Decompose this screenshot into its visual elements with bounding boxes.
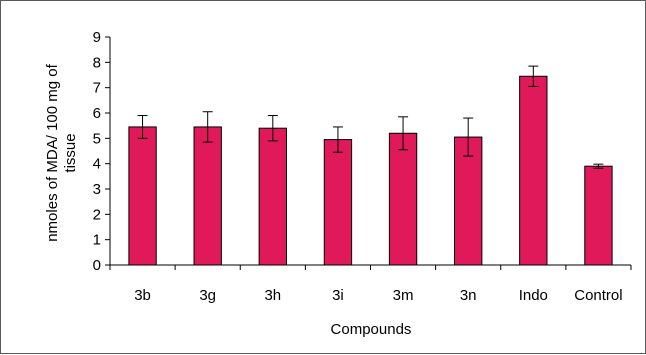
y-axis-title-line-2: tissue (62, 133, 79, 172)
x-tick-label-3i: 3i (332, 287, 344, 304)
y-tick-label: 6 (93, 105, 101, 122)
x-tick-label-3h: 3h (264, 287, 281, 304)
x-tick-label-Control: Control (574, 287, 622, 304)
y-tick-label: 1 (93, 232, 101, 249)
x-tick-label-3g: 3g (199, 287, 216, 304)
bar-Indo (519, 75, 548, 266)
x-tick-label-Indo: Indo (519, 287, 548, 304)
bar-3n (454, 136, 483, 266)
x-tick-label-3b: 3b (134, 287, 151, 304)
y-tick-label: 2 (93, 206, 101, 223)
bar-Control (584, 165, 613, 266)
x-axis-title: Compounds (331, 321, 412, 338)
y-tick-label: 3 (93, 181, 101, 198)
y-tick-label: 5 (93, 130, 101, 147)
y-tick-label: 9 (93, 29, 101, 46)
plot-area: 0 1 2 3 4 5 6 7 8 9 3b 3g 3h 3i 3m 3n Indo Control (93, 29, 632, 304)
y-axis-title: nmoles of MDA/ 100 mg of tissue (44, 63, 79, 241)
y-tick-label: 0 (93, 257, 101, 274)
bar-3i (323, 139, 353, 266)
x-tick-label-3n: 3n (460, 287, 477, 304)
y-tick-label: 4 (93, 156, 101, 173)
bar-3b (128, 126, 157, 266)
y-tick-label: 7 (93, 80, 101, 97)
x-tick-label-3m: 3m (393, 287, 414, 304)
y-axis-title-line-1: nmoles of MDA/ 100 mg of (44, 63, 61, 241)
bar-3m (388, 132, 418, 266)
bar-3h (258, 127, 287, 266)
y-tick-label: 8 (93, 54, 101, 71)
bar-3g (193, 126, 222, 266)
